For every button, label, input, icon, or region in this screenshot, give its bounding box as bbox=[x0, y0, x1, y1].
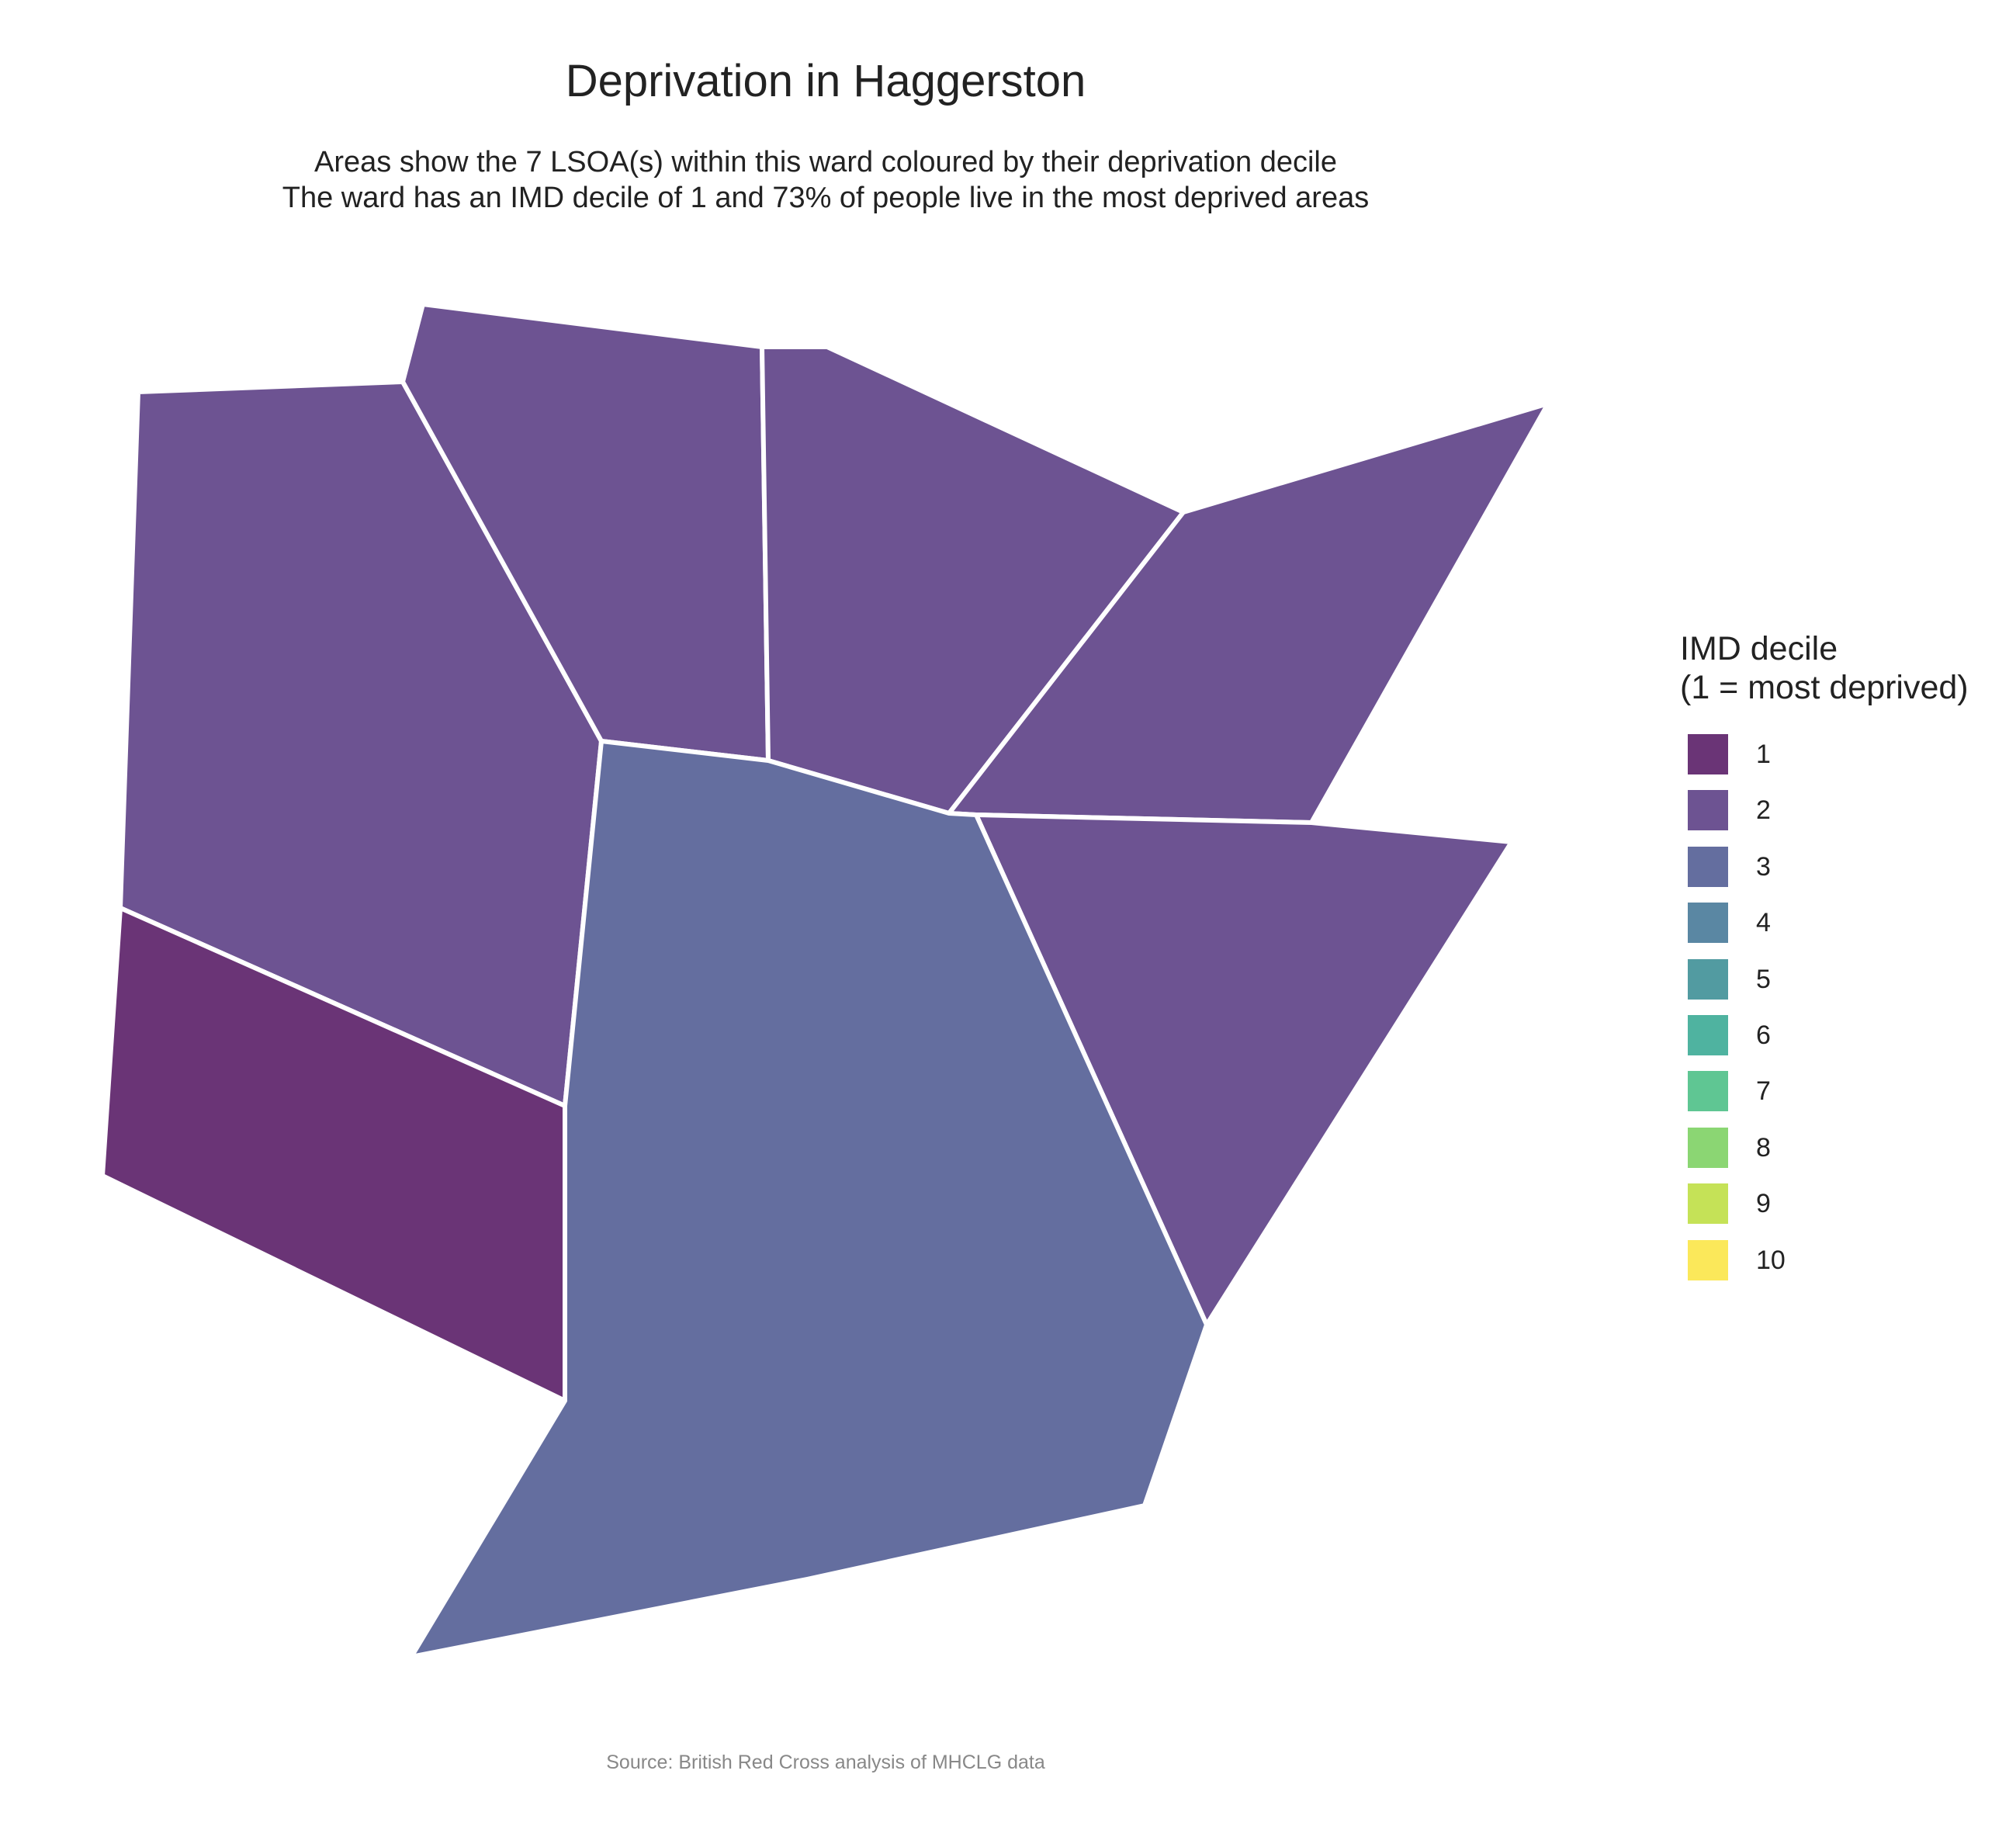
legend-label-5: 5 bbox=[1756, 964, 1771, 994]
chart-title: Deprivation in Haggerston bbox=[565, 56, 1086, 106]
legend-swatch-10 bbox=[1688, 1239, 1728, 1280]
subtitle-line-1: Areas show the 7 LSOA(s) within this war… bbox=[314, 146, 1337, 178]
legend-label-8: 8 bbox=[1756, 1132, 1771, 1163]
legend-swatch-2 bbox=[1688, 790, 1728, 831]
lsoa-center-south-area bbox=[409, 739, 1209, 1659]
legend-swatch-3 bbox=[1688, 846, 1728, 887]
subtitle-line-2: The ward has an IMD decile of 1 and 73% … bbox=[282, 182, 1370, 214]
legend-title-line-2: (1 = most deprived) bbox=[1680, 669, 1969, 706]
legend-title-line-1: IMD decile bbox=[1680, 630, 1838, 667]
source-caption: Source: British Red Cross analysis of MH… bbox=[606, 1752, 1045, 1773]
legend-swatch-4 bbox=[1688, 903, 1728, 944]
legend-label-6: 6 bbox=[1756, 1020, 1771, 1050]
legend-label-3: 3 bbox=[1756, 851, 1771, 882]
legend-swatch-8 bbox=[1688, 1127, 1728, 1168]
legend-swatch-1 bbox=[1688, 734, 1728, 774]
legend-label-1: 1 bbox=[1756, 740, 1771, 769]
legend-swatch-6 bbox=[1688, 1014, 1728, 1055]
legend-label-10: 10 bbox=[1756, 1245, 1786, 1275]
legend-label-2: 2 bbox=[1756, 795, 1771, 826]
legend-swatch-9 bbox=[1688, 1183, 1728, 1225]
legend-label-7: 7 bbox=[1756, 1076, 1771, 1107]
legend-label-4: 4 bbox=[1756, 908, 1771, 938]
legend-swatch-5 bbox=[1688, 958, 1728, 1000]
legend-label-9: 9 bbox=[1756, 1189, 1771, 1219]
legend-swatch-7 bbox=[1688, 1071, 1728, 1112]
